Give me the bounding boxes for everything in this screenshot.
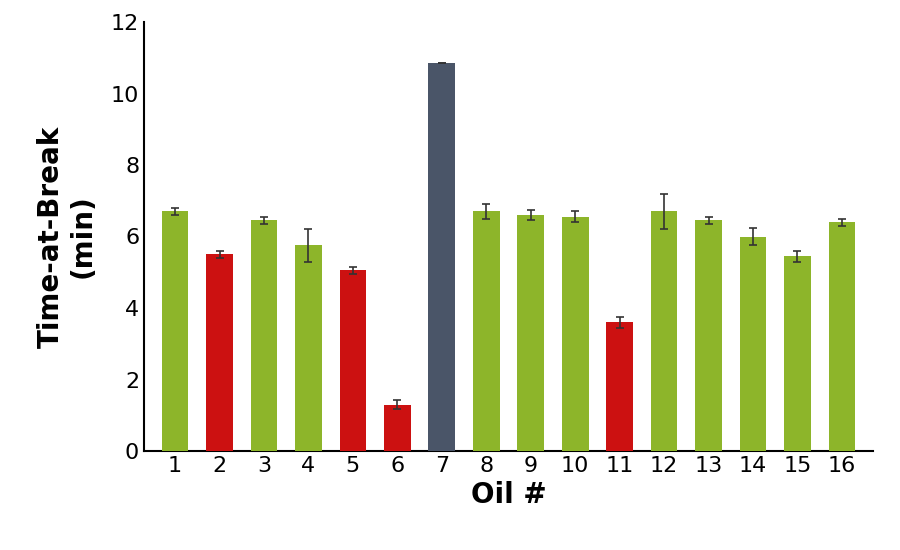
Bar [384,405,410,451]
Y-axis label: Time-at-Break
(min): Time-at-Break (min) [37,125,97,348]
Bar [428,63,455,451]
Bar [740,236,766,451]
Bar [829,222,855,451]
Bar [162,212,188,451]
Bar [784,256,811,451]
Bar [695,221,722,451]
Bar [472,212,500,451]
Bar [651,212,678,451]
Bar [206,254,233,451]
Bar [295,245,322,451]
Bar [607,322,633,451]
Bar [251,221,277,451]
Bar [518,215,544,451]
Bar [339,271,366,451]
X-axis label: Oil #: Oil # [471,481,546,509]
Bar [562,217,589,451]
